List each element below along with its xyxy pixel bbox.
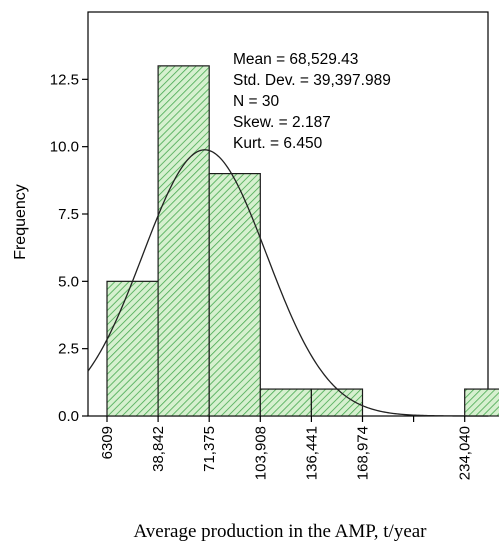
- stat-std-dev: Std. Dev. = 39,397.989: [233, 72, 391, 89]
- stat-n: N = 30: [233, 93, 279, 110]
- y-tick-label: 0.0: [58, 408, 79, 425]
- stats-box: Mean = 68,529.43 Std. Dev. = 39,397.989 …: [233, 51, 391, 152]
- x-tick-label: 38,842: [150, 426, 167, 472]
- x-axis-label: Average production in the AMP, t/year: [133, 521, 427, 542]
- histogram-bar: [310, 388, 364, 417]
- y-tick-label: 7.5: [58, 206, 79, 223]
- y-tick-label: 10.0: [50, 139, 79, 156]
- x-tick-label: 71,375: [201, 426, 218, 472]
- histogram-bar: [464, 388, 499, 417]
- y-axis-label: Frequency: [12, 184, 29, 260]
- histogram-bar: [106, 280, 159, 417]
- y-tick-label: 12.5: [50, 71, 79, 88]
- histogram-bars: [106, 65, 499, 417]
- y-tick-label: 5.0: [58, 273, 79, 290]
- x-axis: 6309 38,842 71,375 103,908 136,441 168,974 234…: [99, 416, 474, 480]
- histogram-bar: [259, 388, 312, 417]
- x-tick-label: 234,040: [457, 426, 474, 480]
- y-axis: 0.0 2.5 5.0 7.5 10.0 12.5: [50, 71, 88, 425]
- histogram-bar: [157, 65, 210, 417]
- x-tick-label: 168,974: [355, 426, 372, 480]
- x-tick-label: 6309: [99, 426, 116, 459]
- x-tick-label: 103,908: [252, 426, 269, 480]
- normal-curve: [87, 149, 488, 417]
- stat-mean: Mean = 68,529.43: [233, 51, 358, 68]
- x-tick-label: 136,441: [303, 426, 320, 480]
- stat-skew: Skew. = 2.187: [233, 114, 331, 131]
- histogram-bar: [208, 173, 261, 417]
- y-tick-label: 2.5: [58, 341, 79, 358]
- stat-kurt: Kurt. = 6.450: [233, 135, 323, 152]
